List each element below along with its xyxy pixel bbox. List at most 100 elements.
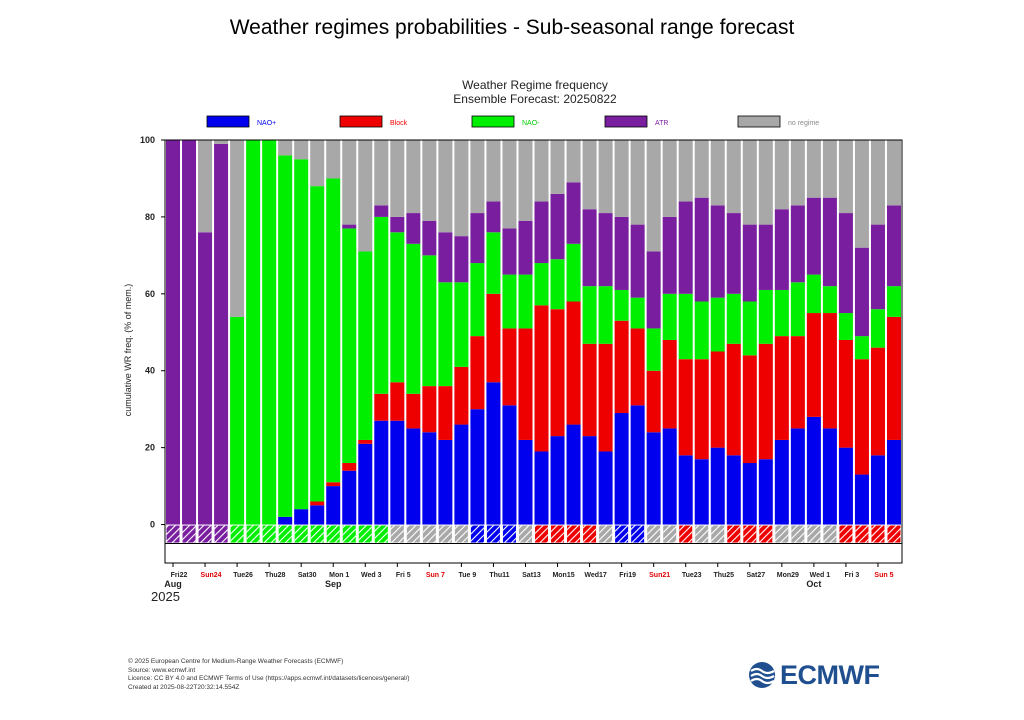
bar-segment-NAO-: [406, 243, 421, 394]
bar-segment-NAO+: [742, 463, 757, 525]
bar-segment-NAO+: [870, 455, 885, 525]
legend-label: NAO-: [522, 120, 540, 127]
bar-segment-NAO-: [374, 216, 389, 394]
bar-segment-no-regime: [470, 140, 485, 214]
dominant-regime-hatch: [567, 525, 581, 543]
dominant-regime-hatch: [647, 525, 661, 543]
chart-title: Weather Regime frequency: [462, 78, 608, 92]
bar-segment-no-regime: [662, 140, 677, 217]
bar-segment-NAO+: [454, 424, 469, 525]
dominant-regime-hatch: [390, 525, 404, 543]
bar-segment-NAO-: [438, 282, 453, 387]
bar-segment-NAO+: [806, 416, 821, 525]
bar-segment-NAO+: [342, 470, 357, 525]
bar-segment-ATR: [390, 216, 405, 233]
bar-segment-no-regime: [278, 140, 293, 156]
dominant-regime-hatch: [342, 525, 356, 543]
bar-segment-NAO-: [246, 140, 261, 525]
x-day-label: Wed17: [584, 572, 607, 579]
bar-segment-NAO-: [534, 263, 549, 306]
ecmwf-logo-text: ECMWF: [780, 659, 880, 690]
footer: © 2025 European Centre for Medium-Range …: [128, 658, 410, 692]
bar-segment-no-regime: [422, 140, 437, 221]
bar-segment-Block: [774, 336, 789, 440]
bar-segment-NAO+: [614, 413, 629, 525]
dominant-regime-hatch: [310, 525, 324, 543]
bar-segment-NAO+: [790, 428, 805, 525]
bar-segment-Block: [886, 316, 901, 440]
x-day-label: Fri 5: [396, 572, 411, 579]
x-day-label: Thu25: [713, 572, 734, 579]
bar-segment-ATR: [886, 205, 901, 287]
bar-segment-Block: [790, 336, 805, 429]
bar-segment-no-regime: [870, 140, 885, 225]
y-tick-label: 60: [145, 289, 155, 299]
bar-segment-Block: [566, 301, 581, 425]
bar-segment-NAO-: [662, 293, 677, 340]
bar-segment-NAO-: [518, 274, 533, 329]
bar-segment-ATR: [470, 213, 485, 264]
bar-segment-Block: [694, 359, 709, 460]
bar-segment-NAO-: [326, 178, 341, 483]
bar-segment-NAO+: [886, 439, 901, 525]
dominant-regime-hatch: [743, 525, 757, 543]
bar-segment-NAO-: [646, 328, 661, 371]
bar-segment-NAO+: [838, 447, 853, 525]
x-day-label: Sat13: [522, 572, 541, 579]
bar-segment-no-regime: [230, 140, 245, 317]
y-tick-label: 100: [140, 135, 155, 145]
legend-swatch: [471, 115, 515, 128]
bar-segment-no-regime: [790, 140, 805, 206]
bar-segment-NAO+: [390, 420, 405, 525]
legend: NAO+ Block NAO- ATR no regime: [206, 115, 819, 128]
x-day-label: Sun 7: [426, 572, 445, 579]
bar-segment-NAO-: [790, 282, 805, 337]
bar-segment-ATR: [406, 213, 421, 244]
bar-segment-ATR: [678, 201, 693, 294]
bar-segment-ATR: [742, 224, 757, 302]
bar-segment-Block: [342, 463, 357, 471]
bar-segment-NAO-: [422, 255, 437, 387]
bar-segment-no-regime: [646, 140, 661, 252]
source-text: Source: www.ecmwf.int: [128, 666, 196, 674]
bar-segment-NAO+: [294, 509, 309, 525]
dominant-regime-hatch: [246, 525, 260, 543]
bar-segment-ATR: [502, 228, 517, 275]
bar-segment-NAO+: [502, 405, 517, 525]
bar-segment-NAO-: [886, 286, 901, 317]
x-day-label: Tue23: [682, 572, 702, 579]
bar-segment-Block: [502, 328, 517, 406]
bar-segment-Block: [614, 320, 629, 414]
bar-segment-ATR: [422, 220, 437, 256]
x-day-label: Mon15: [552, 572, 574, 579]
bar-segment-no-regime: [566, 140, 581, 183]
x-day-label: Sun 5: [874, 572, 893, 579]
bar-segment-ATR: [870, 224, 885, 310]
bar-segment-NAO+: [470, 409, 485, 525]
dominant-regime-hatch: [358, 525, 372, 543]
bar-segment-no-regime: [886, 140, 901, 206]
dominant-regime-hatch: [198, 525, 212, 543]
bar-segment-NAO-: [598, 286, 613, 344]
x-day-label: Wed 1: [810, 572, 831, 579]
bar-segment-NAO-: [294, 159, 309, 510]
bar-segment-no-regime: [454, 140, 469, 237]
x-day-label: Fri19: [619, 572, 636, 579]
bar-segment-NAO-: [550, 259, 565, 310]
bar-segment-Block: [454, 366, 469, 425]
legend-swatch: [339, 115, 383, 128]
bar-segment-no-regime: [854, 140, 869, 248]
dominant-regime-hatch: [422, 525, 436, 543]
bar-segment-NAO+: [822, 428, 837, 525]
dominant-regime-hatch: [839, 525, 853, 543]
legend-swatch: [604, 115, 648, 128]
bar-segment-NAO-: [486, 232, 501, 294]
x-day-label: Mon 1: [329, 572, 349, 579]
bar-segment-NAO-: [870, 309, 885, 348]
bar-segment-no-regime: [694, 140, 709, 198]
bar-segment-ATR: [582, 209, 597, 287]
bar-segment-ATR: [726, 213, 741, 294]
x-day-label: Fri 3: [845, 572, 860, 579]
bar-segment-Block: [726, 343, 741, 456]
bar-segment-ATR: [518, 220, 533, 275]
